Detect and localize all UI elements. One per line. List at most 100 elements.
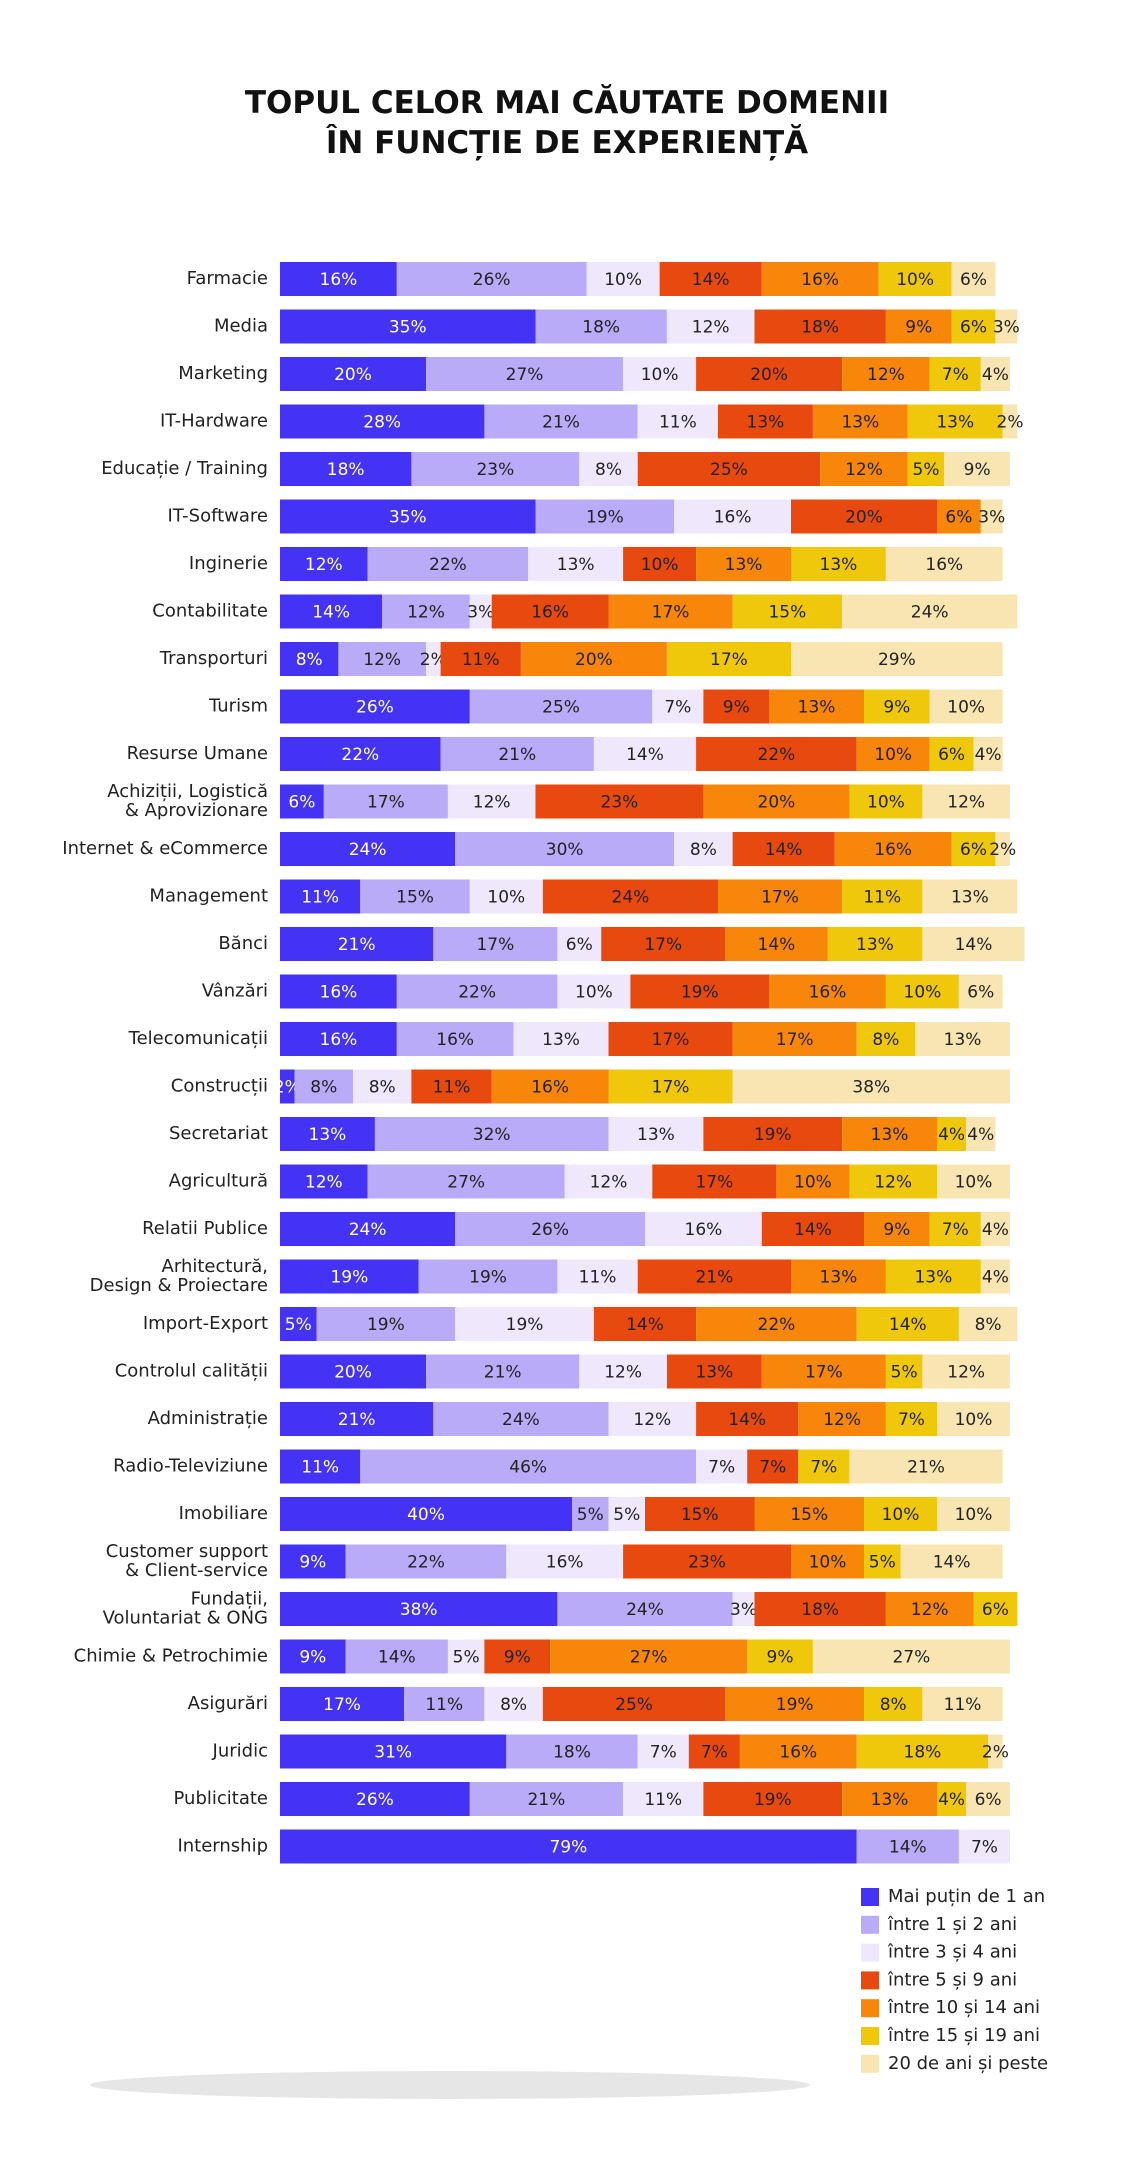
value-label: 10% bbox=[575, 983, 613, 1003]
value-label: 23% bbox=[476, 460, 514, 480]
bar-segment bbox=[396, 974, 558, 1009]
value-label: 16% bbox=[685, 1220, 723, 1240]
category-label: Juridic bbox=[212, 1741, 268, 1762]
bar-segment bbox=[769, 689, 864, 724]
bar-segment bbox=[849, 1449, 1003, 1484]
value-label: 14% bbox=[626, 745, 664, 765]
category-label: Marketing bbox=[178, 363, 268, 384]
bar-segment bbox=[469, 1782, 624, 1816]
bar-segment bbox=[885, 1402, 937, 1436]
value-label: 31% bbox=[374, 1743, 412, 1763]
legend-swatch bbox=[861, 1888, 879, 1906]
bar-segment bbox=[280, 1497, 572, 1531]
bar-segment bbox=[608, 1022, 733, 1056]
bar-segment bbox=[280, 737, 441, 771]
bar-segment bbox=[885, 1354, 923, 1389]
bar-segment bbox=[572, 1497, 609, 1531]
bar-segment bbox=[520, 642, 667, 676]
bar-segment bbox=[929, 357, 981, 391]
bar-segment bbox=[316, 1307, 456, 1341]
category-label: IT-Software bbox=[168, 506, 269, 527]
value-label: 2% bbox=[274, 1078, 301, 1098]
value-label: 16% bbox=[874, 840, 912, 860]
value-label: 6% bbox=[960, 840, 987, 860]
category-label: Management bbox=[149, 886, 268, 907]
value-label: 16% bbox=[436, 1030, 474, 1050]
bar-segment bbox=[1002, 404, 1018, 439]
bar-segment bbox=[652, 689, 704, 724]
bar-segment bbox=[842, 594, 1018, 629]
bar-segment bbox=[703, 1782, 843, 1816]
bar-segment bbox=[637, 404, 718, 439]
bar-segment bbox=[915, 1022, 1010, 1056]
value-label: 15% bbox=[790, 1505, 828, 1525]
category-label: Educație / Training bbox=[101, 458, 268, 479]
value-label: 11% bbox=[425, 1695, 463, 1715]
bar-segment bbox=[411, 1069, 492, 1104]
value-label: 7% bbox=[650, 1743, 677, 1763]
value-label: 15% bbox=[396, 888, 434, 908]
bar-segment bbox=[469, 689, 653, 724]
bar-segment bbox=[360, 1449, 697, 1484]
bar-segment bbox=[922, 879, 1018, 914]
value-label: 8% bbox=[975, 1315, 1002, 1335]
legend-label: între 3 și 4 ani bbox=[887, 1942, 1017, 1963]
bar-segment bbox=[345, 1544, 507, 1579]
bar-segment bbox=[593, 737, 697, 771]
bar-segment bbox=[280, 404, 485, 439]
bar-segment bbox=[958, 1829, 1010, 1864]
bar-segment bbox=[608, 1402, 697, 1436]
bar-segment bbox=[885, 1259, 981, 1294]
value-label: 13% bbox=[820, 1268, 858, 1288]
value-label: 5% bbox=[891, 1363, 918, 1383]
category-label: Administrație bbox=[148, 1408, 268, 1429]
value-label: 14% bbox=[933, 1553, 971, 1573]
bar-segment bbox=[761, 262, 879, 296]
value-label: 7% bbox=[898, 1410, 925, 1430]
value-label: 29% bbox=[878, 650, 916, 670]
value-label: 9% bbox=[723, 698, 750, 718]
value-label: 79% bbox=[549, 1838, 587, 1858]
bar-segment bbox=[557, 1592, 733, 1626]
bar-segment bbox=[579, 1354, 667, 1389]
legend-swatch bbox=[861, 1999, 879, 2018]
bar-segment bbox=[374, 1117, 609, 1151]
bar-segment bbox=[725, 1687, 864, 1721]
bar-segment bbox=[637, 1259, 791, 1294]
value-label: 16% bbox=[925, 555, 963, 575]
category-label: Transporturi bbox=[159, 648, 268, 669]
bar-segment bbox=[608, 1117, 704, 1151]
bar-segment bbox=[506, 1734, 638, 1769]
value-label: 21% bbox=[498, 745, 536, 765]
category-label: Construcții bbox=[171, 1076, 268, 1097]
bar-segment bbox=[637, 452, 821, 486]
value-label: 4% bbox=[982, 1268, 1009, 1288]
bar-segment bbox=[988, 1734, 1003, 1769]
bar-segment bbox=[542, 1687, 726, 1721]
value-label: 11% bbox=[659, 413, 697, 433]
bar-segment bbox=[864, 1687, 923, 1721]
value-label: 16% bbox=[779, 1743, 817, 1763]
value-label: 13% bbox=[695, 1363, 733, 1383]
bar-segment bbox=[280, 547, 368, 581]
bar-segment bbox=[864, 1497, 937, 1531]
value-label: 6% bbox=[288, 793, 315, 813]
bar-segment bbox=[491, 594, 609, 629]
category-label: Inginerie bbox=[189, 553, 268, 574]
value-label: 8% bbox=[595, 460, 622, 480]
value-label: 11% bbox=[462, 650, 500, 670]
value-label: 11% bbox=[301, 1458, 339, 1478]
bar-segment bbox=[396, 262, 587, 296]
bar-segment bbox=[280, 1734, 507, 1769]
value-label: 7% bbox=[664, 698, 691, 718]
value-label: 16% bbox=[320, 983, 358, 1003]
value-label: 12% bbox=[363, 650, 401, 670]
value-label: 10% bbox=[955, 1410, 993, 1430]
bar-segment bbox=[623, 1544, 791, 1579]
value-label: 13% bbox=[871, 1125, 909, 1145]
value-label: 3% bbox=[730, 1600, 757, 1620]
bar-segment bbox=[842, 357, 930, 391]
value-label: 21% bbox=[528, 1790, 566, 1810]
value-label: 20% bbox=[845, 508, 883, 528]
